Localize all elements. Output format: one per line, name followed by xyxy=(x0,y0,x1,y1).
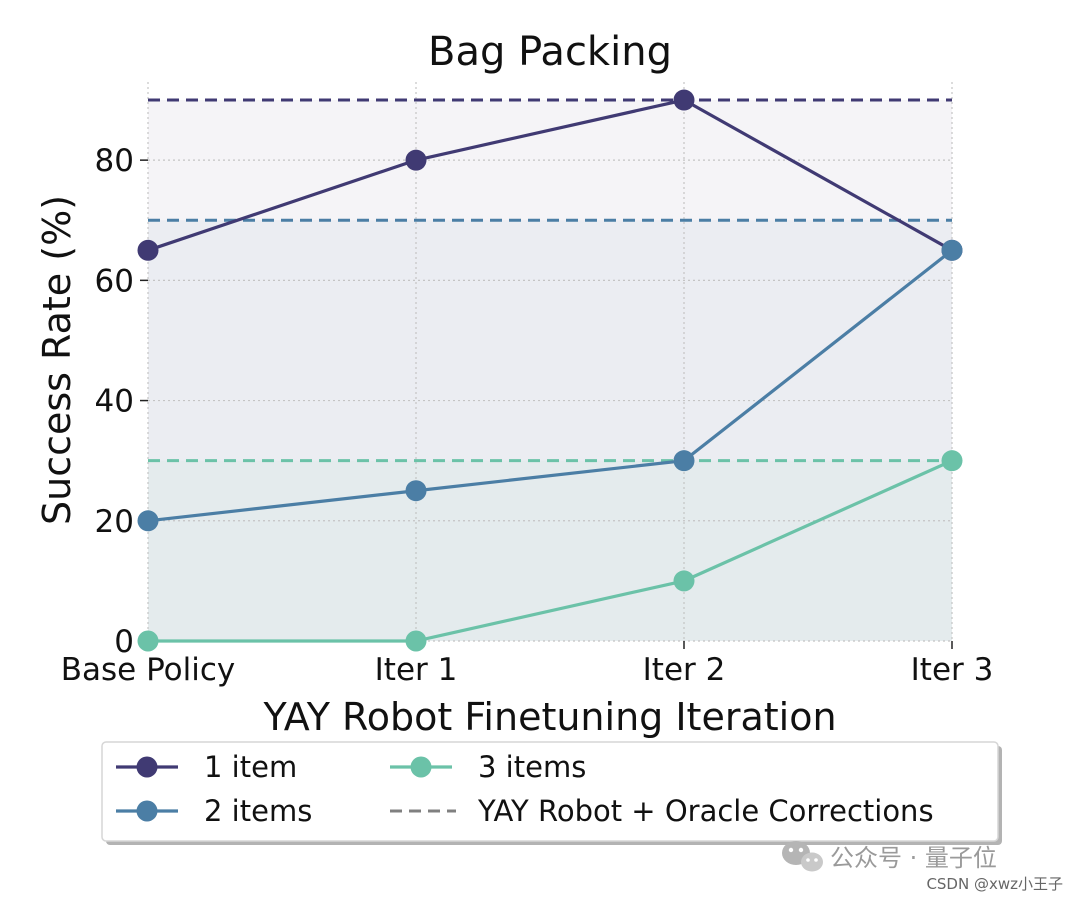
series-layer xyxy=(137,89,963,652)
watermark-text: 公众号 · 量子位 xyxy=(830,844,997,872)
csdn-credit: CSDN @xwz小王子 xyxy=(926,875,1063,893)
data-point xyxy=(673,89,695,111)
data-point xyxy=(941,239,963,261)
y-axis-label: Success Rate (%) xyxy=(35,195,79,525)
legend-box xyxy=(101,741,999,842)
y-tick-label: 20 xyxy=(95,504,134,540)
legend-label: YAY Robot + Oracle Corrections xyxy=(477,794,934,828)
legend-label: 3 items xyxy=(478,750,586,784)
grid-layer xyxy=(147,82,953,642)
wechat-icon xyxy=(782,841,823,872)
x-tick-label: Iter 3 xyxy=(911,652,994,688)
x-axis-label: YAY Robot Finetuning Iteration xyxy=(262,695,836,739)
y-tick-label: 40 xyxy=(95,384,134,420)
oracle-shade-2 xyxy=(148,220,952,641)
legend-items: 1 item 2 items 3 items YAY Robot + Oracle C… xyxy=(116,750,934,828)
series-line-2 xyxy=(147,249,953,523)
y-tick-label: 0 xyxy=(114,624,134,660)
y-tick-label: 80 xyxy=(95,143,134,179)
oracle-shade-1 xyxy=(148,100,952,642)
x-tick-label: Base Policy xyxy=(61,652,236,688)
watermark: 公众号 · 量子位 xyxy=(782,841,997,872)
legend-marker xyxy=(136,756,158,778)
series-line-1 xyxy=(147,98,953,252)
data-point xyxy=(673,450,695,472)
x-tick-label: Iter 1 xyxy=(375,652,458,688)
series-line-3 xyxy=(148,459,953,643)
data-point xyxy=(137,630,159,652)
legend-entry-2: 2 items xyxy=(116,794,312,828)
legend: 1 item 2 items 3 items YAY Robot + Oracle C… xyxy=(101,741,1002,845)
x-tick-label: Iter 2 xyxy=(643,652,726,688)
legend-label: 1 item xyxy=(204,750,297,784)
legend-entry-3: 3 items xyxy=(390,750,586,784)
data-point xyxy=(405,149,427,171)
data-point xyxy=(405,480,427,502)
oracle-shade-3 xyxy=(148,460,952,641)
legend-label: 2 items xyxy=(204,794,312,828)
legend-entry-1: 1 item xyxy=(116,750,297,784)
data-point xyxy=(405,630,427,652)
oracle-lines-layer xyxy=(148,98,952,463)
data-point xyxy=(941,450,963,472)
oracle-shading-layer xyxy=(148,100,952,642)
data-point xyxy=(137,239,159,261)
legend-entry-4: YAY Robot + Oracle Corrections xyxy=(390,794,934,828)
legend-marker xyxy=(136,800,158,822)
y-tick-label: 60 xyxy=(95,263,134,299)
chart-title: Bag Packing xyxy=(428,29,672,75)
data-point xyxy=(673,570,695,592)
data-point xyxy=(137,510,159,532)
legend-marker xyxy=(410,756,432,778)
tick-labels-layer: Base Policy Iter 1 Iter 2 Iter 3 0 20 40 60 80 xyxy=(61,143,994,688)
